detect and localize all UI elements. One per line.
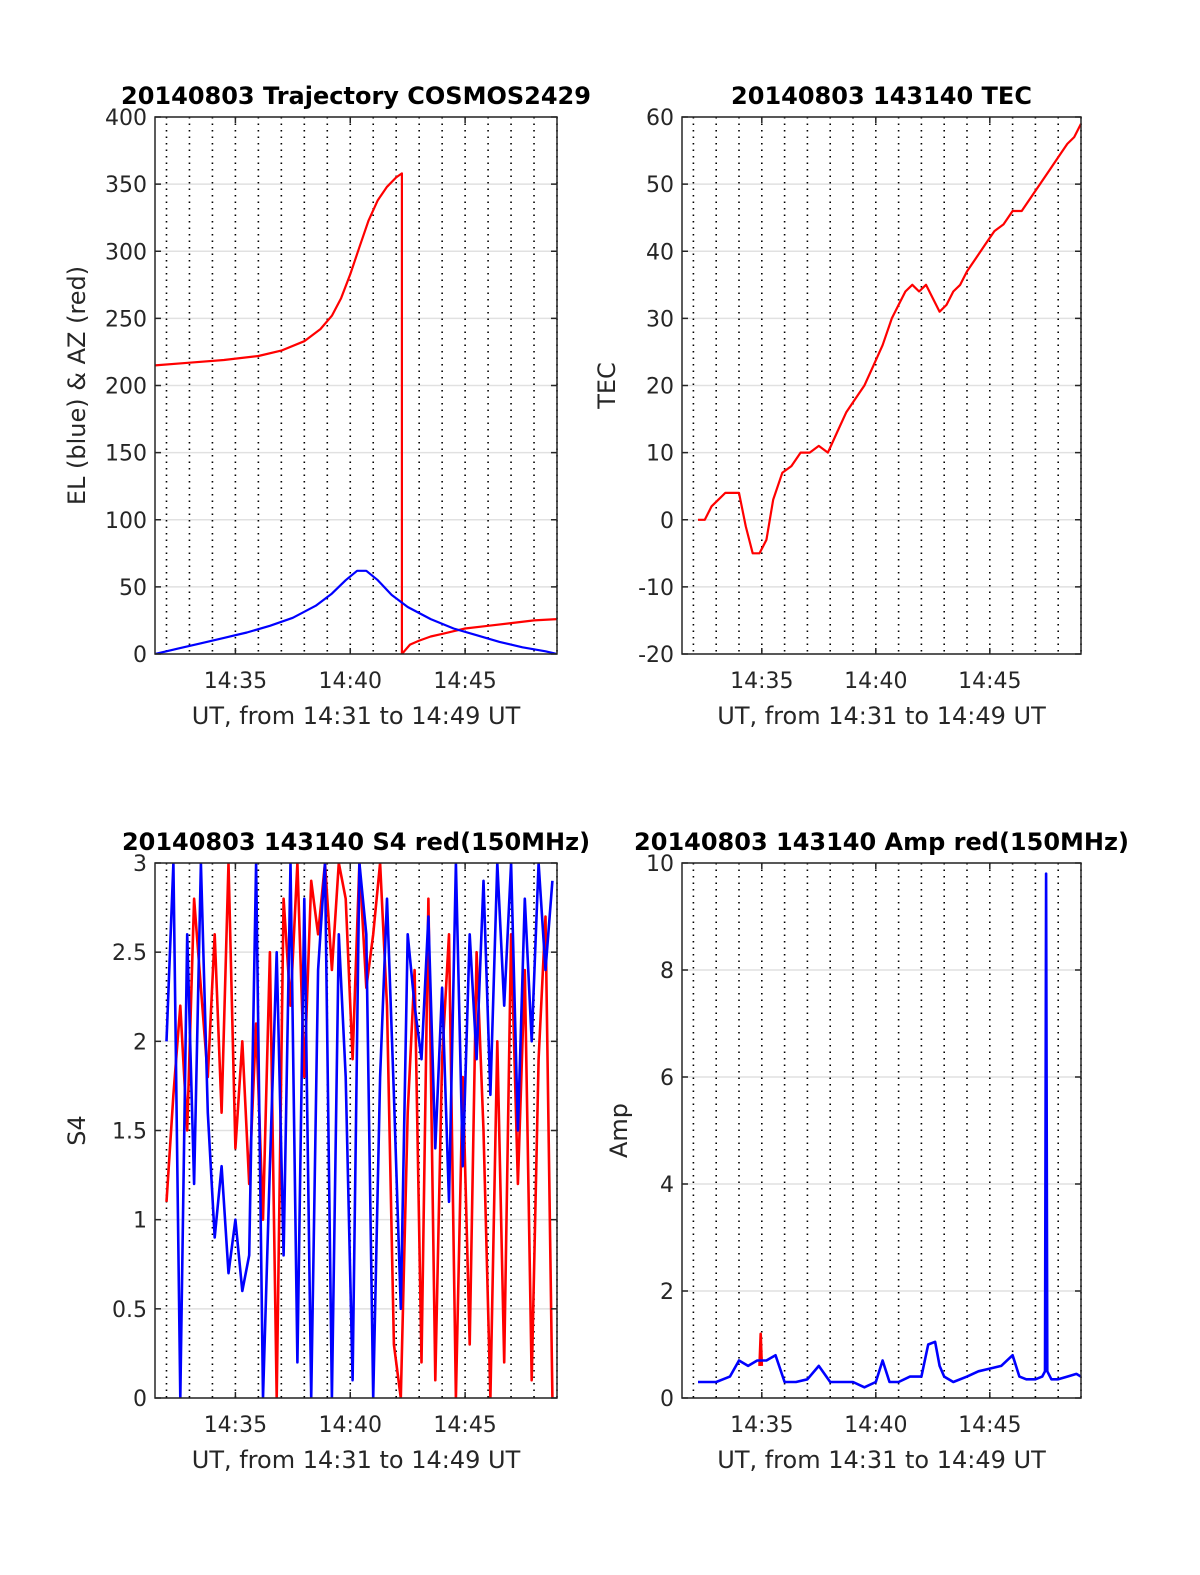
x-tick-label: 14:45 — [433, 1413, 496, 1438]
y-tick-label: 60 — [646, 106, 674, 131]
y-tick-label: 4 — [660, 1173, 674, 1198]
y-tick-label: -20 — [638, 643, 674, 668]
trajectory-chart: 0 50 100 150 200 250 300 350 400 14:35 14:40 14:45 2… — [63, 82, 591, 730]
amp-series-1-line — [758, 1332, 764, 1366]
y-tick-label: 40 — [646, 240, 674, 265]
s4-series-2-line — [165, 863, 554, 1398]
y-tick-label: 1 — [133, 1209, 147, 1234]
x-tick-label: 14:35 — [204, 1413, 267, 1438]
x-tick-label: 14:40 — [319, 1413, 382, 1438]
x-tick-label: 14:45 — [958, 669, 1021, 694]
x-tick-label: 14:40 — [844, 1413, 907, 1438]
amp-y-axis-label: Amp — [605, 1103, 633, 1158]
amp-axes-box — [681, 862, 1082, 1399]
y-tick-label: 350 — [105, 173, 147, 198]
s4-title: 20140803 143140 S4 red(150MHz) — [122, 828, 590, 856]
y-tick-label: 10 — [646, 442, 674, 467]
y-tick-label: -10 — [638, 576, 674, 601]
y-tick-label: 1.5 — [112, 1120, 147, 1145]
amp-chart: 0 2 4 6 8 10 14:35 14:40 14:45 20140803 143140 Am… — [605, 828, 1129, 1474]
x-tick-label: 14:40 — [319, 669, 382, 694]
trajectory-series-2-line — [155, 569, 557, 654]
y-tick-label: 200 — [105, 375, 147, 400]
y-tick-label: 20 — [646, 375, 674, 400]
tec-x-axis-label: UT, from 14:31 to 14:49 UT — [717, 702, 1046, 730]
y-tick-label: 10 — [646, 852, 674, 877]
y-tick-label: 250 — [105, 307, 147, 332]
amp-series-2-line — [698, 872, 1081, 1389]
y-tick-label: 50 — [646, 173, 674, 198]
y-tick-label: 0 — [133, 1387, 147, 1412]
y-tick-label: 0 — [660, 1387, 674, 1412]
amp-x-axis-label: UT, from 14:31 to 14:49 UT — [717, 1446, 1046, 1474]
x-tick-label: 14:45 — [958, 1413, 1021, 1438]
x-tick-label: 14:35 — [730, 1413, 793, 1438]
y-tick-label: 3 — [133, 852, 147, 877]
trajectory-series-1-line — [155, 172, 557, 654]
y-tick-label: 300 — [105, 240, 147, 265]
y-tick-label: 0.5 — [112, 1298, 147, 1323]
s4-x-axis-label: UT, from 14:31 to 14:49 UT — [192, 1446, 521, 1474]
y-tick-label: 150 — [105, 442, 147, 467]
x-tick-label: 14:35 — [204, 669, 267, 694]
y-tick-label: 2 — [133, 1030, 147, 1055]
y-tick-label: 0 — [133, 643, 147, 668]
tec-title: 20140803 143140 TEC — [731, 82, 1032, 110]
y-tick-label: 0 — [660, 509, 674, 534]
tec-y-axis-label: TEC — [593, 362, 621, 410]
y-tick-label: 8 — [660, 959, 674, 984]
trajectory-y-axis-label: EL (blue) & AZ (red) — [63, 266, 91, 505]
x-tick-label: 14:40 — [844, 669, 907, 694]
trajectory-title: 20140803 Trajectory COSMOS2429 — [121, 82, 591, 110]
s4-y-axis-label: S4 — [63, 1115, 91, 1146]
s4-chart: 0 0.5 1 1.5 2 2.5 3 14:35 14:40 14:45 20140803 143… — [63, 828, 590, 1474]
tec-series-1-line — [698, 123, 1081, 555]
y-tick-label: 2.5 — [112, 941, 147, 966]
amp-title: 20140803 143140 Amp red(150MHz) — [634, 828, 1129, 856]
y-tick-label: 30 — [646, 307, 674, 332]
y-tick-label: 6 — [660, 1066, 674, 1091]
tec-chart: -20 -10 0 10 20 30 40 50 60 14:35 14:40 14:45 201408… — [593, 82, 1082, 730]
trajectory-x-axis-label: UT, from 14:31 to 14:49 UT — [192, 702, 521, 730]
y-tick-label: 2 — [660, 1280, 674, 1305]
y-tick-label: 50 — [119, 576, 147, 601]
x-tick-label: 14:35 — [730, 669, 793, 694]
x-tick-label: 14:45 — [433, 669, 496, 694]
s4-series-1-line — [165, 863, 554, 1398]
y-tick-label: 100 — [105, 509, 147, 534]
y-tick-label: 400 — [105, 106, 147, 131]
